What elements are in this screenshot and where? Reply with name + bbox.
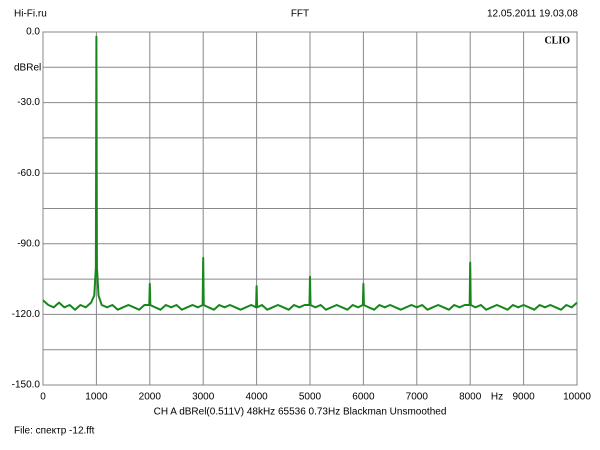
x-tick-label: 2000 <box>139 392 162 403</box>
x-tick-label: 9000 <box>512 392 535 403</box>
x-tick-label: 3000 <box>192 392 215 403</box>
spectrum-line <box>42 35 578 311</box>
x-tick-label: 8000 <box>459 392 482 403</box>
header-left: Hi-Fi.ru <box>14 9 47 20</box>
brand: CLIO <box>544 35 570 46</box>
y-tick-label: -150.0 <box>12 380 41 391</box>
x-tick-label: 5000 <box>299 392 322 403</box>
y-tick-label: -60.0 <box>17 168 40 179</box>
x-tick-label: 4000 <box>245 392 268 403</box>
x-tick-label: 10000 <box>563 392 591 403</box>
footer: CH A dBRel(0.511V) 48kHz 65536 0.73Hz Bl… <box>154 407 447 418</box>
x-tick-label: 0 <box>40 392 46 403</box>
y-axis-label: dBRel <box>14 63 41 74</box>
chart-title: FFT <box>291 9 309 20</box>
x-unit: Hz <box>491 392 503 403</box>
x-tick-label: 1000 <box>85 392 108 403</box>
y-tick-label: -30.0 <box>17 97 40 108</box>
y-tick-label: -120.0 <box>12 309 41 320</box>
y-tick-label: -90.0 <box>17 238 40 249</box>
header-right: 12.05.2011 19.03.08 <box>487 9 578 20</box>
x-tick-label: 6000 <box>352 392 375 403</box>
file-name: File: спектр -12.fft <box>14 426 95 437</box>
y-tick-label: 0.0 <box>26 27 40 38</box>
x-tick-label: 7000 <box>406 392 429 403</box>
